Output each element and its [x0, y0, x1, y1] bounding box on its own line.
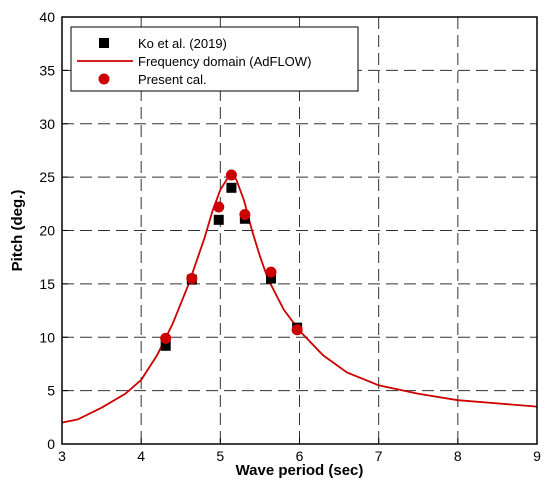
data-point-present — [225, 169, 237, 181]
x-tick-label: 6 — [296, 448, 304, 464]
y-tick-label: 20 — [39, 223, 55, 239]
x-tick-label: 3 — [58, 448, 66, 464]
data-point-present — [239, 208, 251, 220]
data-point-ko — [266, 273, 276, 284]
x-axis-title: Wave period (sec) — [236, 462, 364, 479]
y-tick-label: 40 — [39, 9, 55, 25]
data-point-present — [213, 201, 225, 213]
series-line-frequency — [61, 175, 538, 424]
y-tick-label: 15 — [39, 276, 55, 292]
y-tick-label: 0 — [47, 436, 55, 452]
x-tick-label: 4 — [137, 448, 145, 464]
legend-entry-ko: Ko et al. (2019) — [99, 36, 227, 51]
legend-entry-frequency: Frequency domain (AdFLOW) — [77, 54, 311, 69]
legend-circle-marker — [98, 73, 110, 85]
legend: Ko et al. (2019) Frequency domain (AdFLO… — [70, 26, 359, 92]
data-point-present — [160, 332, 172, 344]
data-point-present — [291, 324, 303, 336]
series-markers — [160, 169, 303, 351]
y-tick-label: 35 — [39, 62, 55, 78]
legend-box — [70, 26, 359, 92]
legend-label-ko: Ko et al. (2019) — [138, 36, 227, 51]
y-tick-label: 30 — [39, 116, 55, 132]
data-point-ko — [226, 182, 237, 193]
legend-entry-present: Present cal. — [98, 72, 207, 87]
y-tick-label: 25 — [39, 169, 55, 185]
data-point-present — [186, 273, 198, 285]
data-point-ko — [213, 214, 224, 225]
x-tick-label: 7 — [375, 448, 383, 464]
x-tick-label: 8 — [454, 448, 462, 464]
y-tick-label: 5 — [47, 383, 55, 399]
legend-square-marker — [99, 38, 109, 48]
data-point-ko — [160, 340, 171, 351]
x-tick-label: 9 — [533, 448, 541, 464]
data-point-present — [265, 266, 277, 278]
x-tick-label: 5 — [216, 448, 224, 464]
y-axis-title: Pitch (deg.) — [9, 190, 26, 272]
legend-label-present: Present cal. — [138, 72, 207, 87]
axis-ticks: 3 4 5 6 7 8 9 0 5 10 15 20 25 30 35 40 — [39, 9, 541, 464]
series-lines — [61, 175, 538, 424]
legend-label-frequency: Frequency domain (AdFLOW) — [138, 54, 311, 69]
y-tick-label: 10 — [39, 329, 55, 345]
